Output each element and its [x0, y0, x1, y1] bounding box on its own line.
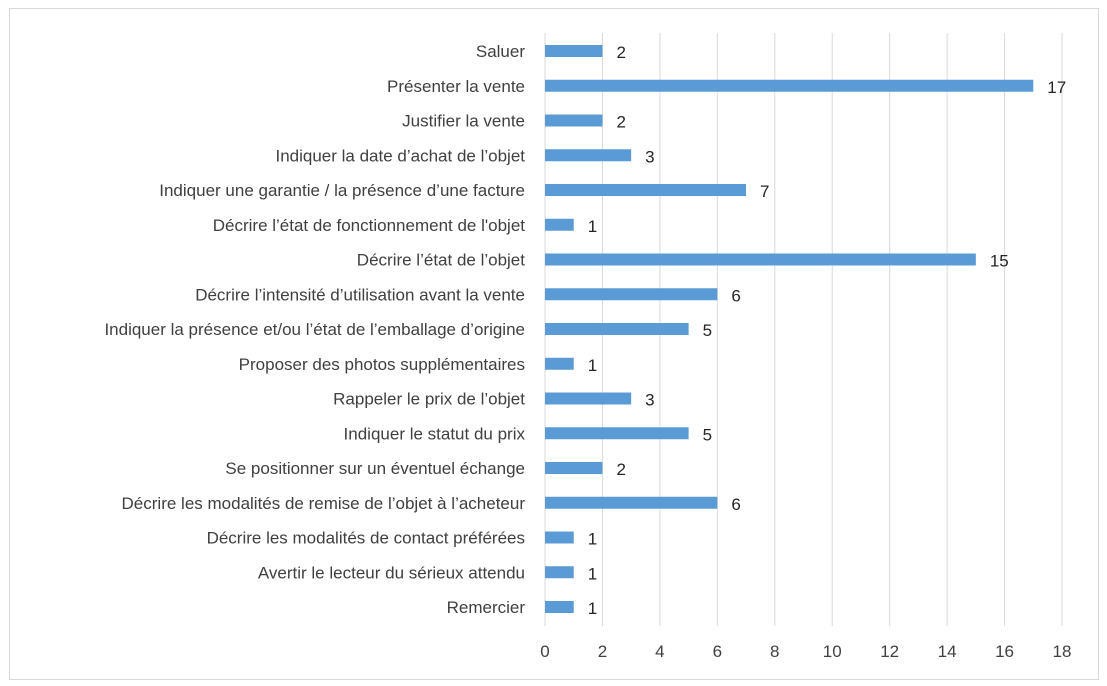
data-label: 17 [1047, 78, 1066, 97]
x-tick-label: 4 [655, 642, 664, 661]
data-label: 1 [588, 217, 597, 236]
data-label: 2 [616, 113, 625, 132]
bar [545, 427, 689, 440]
data-label: 5 [703, 321, 712, 340]
data-label: 7 [760, 182, 769, 201]
gridlines [544, 33, 1063, 626]
data-label: 1 [588, 356, 597, 375]
bars [545, 45, 1034, 613]
category-label: Justifier la vente [402, 112, 525, 131]
data-label: 1 [588, 564, 597, 583]
x-tick-label: 10 [823, 642, 842, 661]
category-label: Présenter la vente [387, 77, 525, 96]
x-tick-label: 2 [598, 642, 607, 661]
x-tick-label: 16 [995, 642, 1014, 661]
bar [545, 218, 574, 231]
x-tick-label: 8 [770, 642, 779, 661]
bar [545, 496, 718, 509]
x-tick-label: 18 [1053, 642, 1072, 661]
x-tick-label: 0 [540, 642, 549, 661]
category-label: Se positionner sur un éventuel échange [225, 459, 525, 478]
category-label: Avertir le lecteur du sérieux attendu [258, 563, 525, 582]
bar [545, 323, 689, 335]
category-label: Décrire l’intensité d’utilisation avant … [195, 285, 525, 304]
bar [545, 288, 718, 301]
category-label: Décrire l’état de l’objet [357, 251, 525, 270]
bar [545, 601, 574, 613]
bar [545, 566, 574, 579]
data-label: 3 [645, 391, 654, 410]
data-label: 5 [703, 425, 712, 444]
category-label: Décrire les modalités de contact préféré… [207, 529, 525, 548]
x-axis-ticks: 0 2 4 6 8 10 12 14 16 18 [540, 642, 1071, 661]
data-label: 2 [616, 460, 625, 479]
category-label: Indiquer la présence et/ou l’état de l’e… [104, 320, 525, 339]
bar [545, 114, 603, 127]
bar [545, 184, 747, 196]
data-label: 6 [731, 495, 740, 514]
data-label: 15 [990, 252, 1009, 271]
data-label: 1 [588, 599, 597, 618]
bar [545, 149, 632, 162]
bar [545, 392, 632, 405]
bar [545, 253, 976, 266]
category-label: Remercier [447, 598, 526, 617]
bar [545, 45, 603, 57]
category-label: Décrire l’état de fonctionnement de l'ob… [213, 216, 526, 235]
category-label: Indiquer la date d’achat de l’objet [275, 146, 525, 165]
x-tick-label: 6 [713, 642, 722, 661]
data-label: 6 [731, 286, 740, 305]
x-tick-label: 12 [880, 642, 899, 661]
category-label: Rappeler le prix de l’objet [333, 390, 525, 409]
bar [545, 357, 574, 370]
category-label: Décrire les modalités de remise de l’obj… [122, 494, 526, 513]
data-label: 2 [616, 43, 625, 62]
category-label: Saluer [476, 42, 525, 61]
x-tick-label: 14 [938, 642, 957, 661]
data-label: 1 [588, 530, 597, 549]
category-label: Indiquer le statut du prix [344, 424, 526, 443]
bar [545, 462, 603, 474]
category-label: Indiquer une garantie / la présence d’un… [159, 181, 525, 200]
bar [545, 531, 574, 544]
data-label: 3 [645, 147, 654, 166]
bar [545, 79, 1034, 92]
category-label: Proposer des photos supplémentaires [239, 355, 525, 374]
category-labels: Saluer Présenter la vente Justifier la ve… [104, 42, 525, 617]
